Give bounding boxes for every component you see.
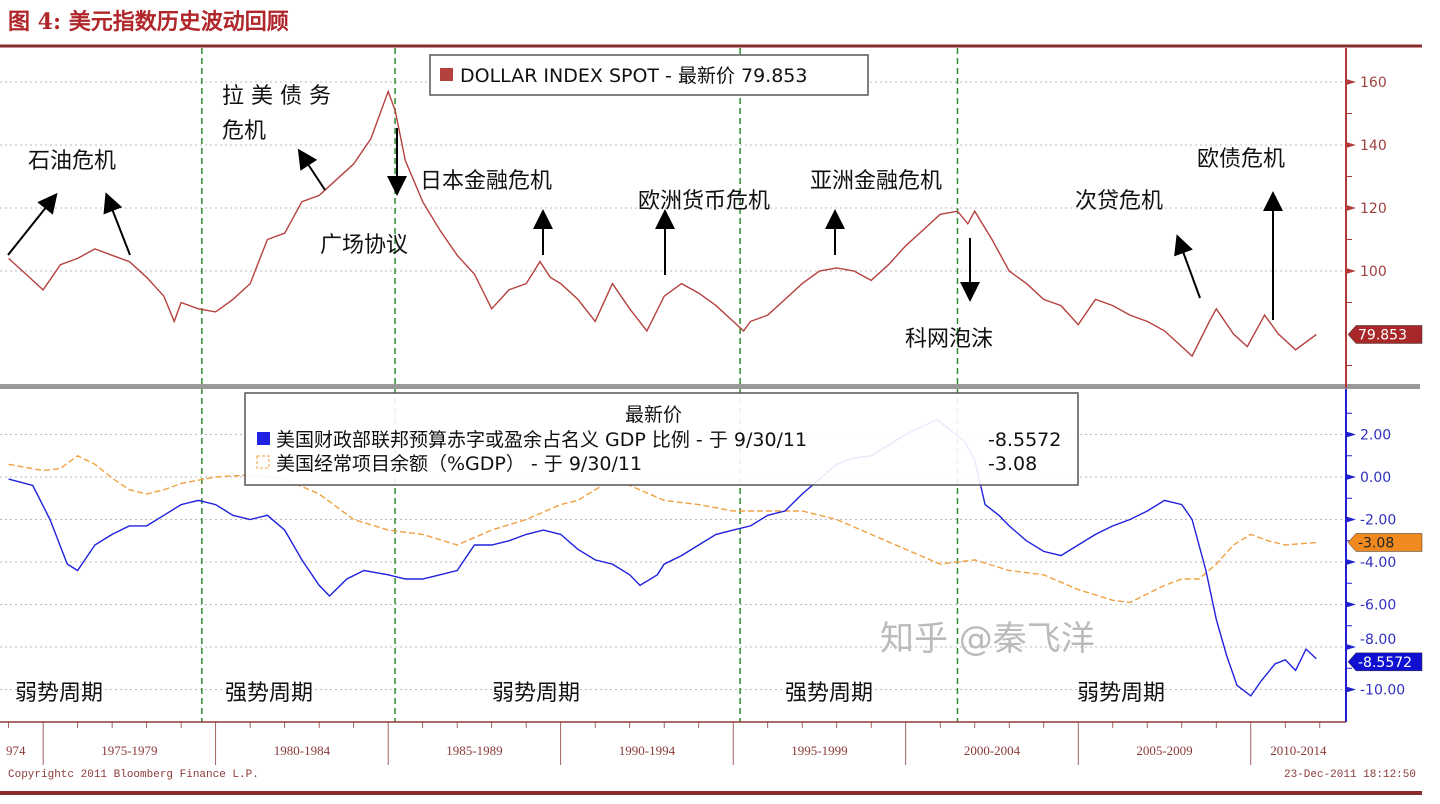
tick-mark — [1346, 142, 1356, 148]
top-legend: DOLLAR INDEX SPOT - 最新价 79.853 — [429, 54, 869, 96]
last-value-tag-dollar — [1347, 325, 1423, 344]
cycle-label: 弱势周期 — [15, 681, 103, 706]
watermark: 知乎 @秦飞洋 — [880, 619, 1095, 659]
y-tick-label: 120 — [1360, 201, 1387, 217]
y-tick-label: -6.00 — [1360, 598, 1396, 614]
legend-swatch-current-account — [256, 455, 270, 469]
x-tick-label: 1990-1994 — [619, 743, 676, 758]
y-tick-label: 160 — [1360, 75, 1387, 91]
cycle-label: 强势周期 — [785, 681, 873, 706]
legend-label-current-account: 美国经常项目余额（%GDP） - 于 9/30/11 — [276, 453, 642, 475]
legend-swatch-budget — [257, 432, 270, 445]
panel-separator — [0, 384, 1420, 389]
last-value-tag-budget — [1347, 652, 1423, 672]
event-annotation: 危机 — [222, 119, 266, 144]
tick-mark — [1346, 431, 1356, 438]
timestamp: 23-Dec-2011 18:12:50 — [1284, 769, 1416, 781]
last-value-tag-current-account-text: -3.08 — [1358, 535, 1394, 551]
cycle-label: 弱势周期 — [492, 681, 580, 706]
arrow-icon — [103, 192, 131, 256]
last-value-tag-current-account — [1347, 533, 1423, 552]
tick-mark — [1346, 559, 1356, 565]
dollar-index-line — [8, 89, 1317, 358]
legend-header: 最新价 — [625, 404, 682, 426]
x-tick-label: 2005-2009 — [1136, 743, 1192, 758]
current-account-line — [8, 454, 1317, 604]
tick-mark — [1346, 79, 1356, 85]
event-annotation: 日本金融危机 — [420, 169, 552, 194]
event-annotation: 石油危机 — [28, 149, 116, 174]
legend-swatch-dollar — [440, 68, 453, 81]
arrow-icon — [7, 192, 58, 256]
y-tick-label: -4.00 — [1360, 555, 1396, 571]
event-annotation: 次贷危机 — [1075, 189, 1163, 214]
y-tick-label: 100 — [1360, 264, 1387, 280]
legend-label-dollar: DOLLAR INDEX SPOT - 最新价 79.853 — [460, 65, 807, 87]
event-annotation: 拉 美 债 务 — [222, 84, 331, 109]
tick-mark — [1346, 516, 1356, 523]
y-tick-label: 140 — [1360, 138, 1387, 154]
x-tick-label: 974 — [6, 743, 26, 758]
legend-label-budget: 美国财政部联邦预算赤字或盈余占名义 GDP 比例 - 于 9/30/11 — [276, 429, 807, 451]
cycle-label: 强势周期 — [225, 681, 313, 706]
arrow-icon — [1174, 234, 1201, 299]
tick-mark — [1346, 474, 1356, 480]
tick-mark — [1346, 686, 1356, 693]
tick-mark — [1346, 601, 1356, 608]
legend-value-budget: -8.5572 — [988, 429, 1061, 451]
figure-title: 图 4: 美元指数历史波动回顾 — [8, 9, 289, 35]
x-tick-label: 1975-1979 — [101, 743, 157, 758]
x-tick-label: 2010-2014 — [1270, 743, 1327, 758]
last-value-tag-dollar-text: 79.853 — [1358, 327, 1407, 343]
tick-mark — [1346, 205, 1356, 211]
event-annotation: 欧债危机 — [1197, 147, 1285, 172]
bottom-legend: 最新价 美国财政部联邦预算赤字或盈余占名义 GDP 比例 - 于 9/30/11… — [244, 392, 1079, 486]
cycle-label: 弱势周期 — [1077, 681, 1165, 706]
legend-value-current-account: -3.08 — [988, 453, 1037, 475]
tick-mark — [1346, 268, 1356, 274]
x-tick-label: 1995-1999 — [791, 743, 847, 758]
event-annotation: 亚洲金融危机 — [810, 169, 942, 194]
x-tick-label: 2000-2004 — [964, 743, 1021, 758]
y-tick-label: 0.00 — [1360, 470, 1391, 486]
x-tick-label: 1985-1989 — [446, 743, 502, 758]
budget-balance-line — [8, 418, 1317, 697]
x-tick-label: 1980-1984 — [274, 743, 331, 758]
y-tick-label: 2.00 — [1360, 428, 1391, 444]
event-annotation: 科网泡沫 — [905, 327, 993, 352]
tick-mark — [1346, 644, 1356, 650]
arrow-icon — [297, 148, 326, 191]
last-value-tag-budget-text: -8.5572 — [1358, 655, 1412, 671]
copyright: Copyrightc 2011 Bloomberg Finance L.P. — [8, 769, 259, 781]
event-annotation: 广场协议 — [320, 233, 408, 258]
y-tick-label: -8.00 — [1360, 632, 1396, 648]
y-tick-label: -2.00 — [1360, 513, 1396, 529]
event-annotation: 欧洲货币危机 — [638, 189, 770, 214]
y-tick-label: -10.00 — [1360, 683, 1405, 699]
